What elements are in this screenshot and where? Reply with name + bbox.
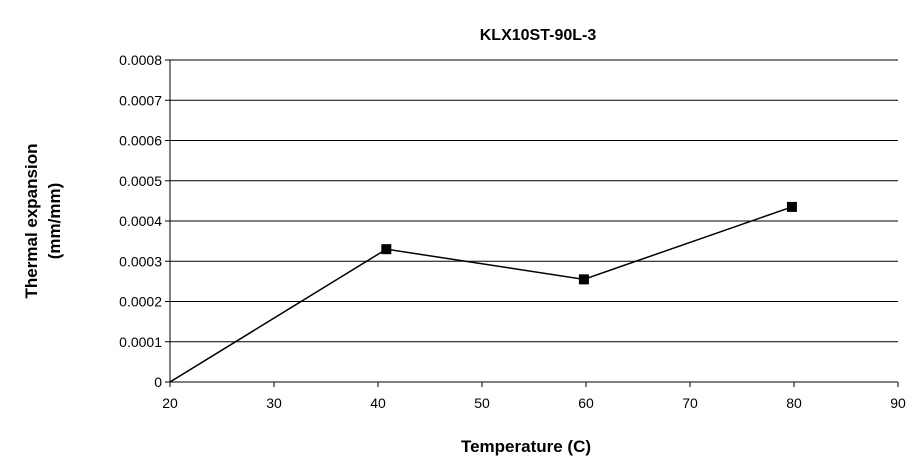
x-axis-label: Temperature (C) xyxy=(461,437,591,456)
y-tick-label: 0.0005 xyxy=(119,173,162,189)
y-tick-label: 0.0008 xyxy=(119,52,162,68)
data-point-marker xyxy=(578,274,589,285)
data-point-marker xyxy=(786,201,797,212)
y-axis-label-line-1: Thermal expansion xyxy=(22,144,41,299)
x-tick-label: 70 xyxy=(682,395,698,411)
x-tick-label: 40 xyxy=(370,395,386,411)
axes xyxy=(169,60,899,387)
x-tick-label: 20 xyxy=(162,395,178,411)
x-tick-label: 80 xyxy=(786,395,802,411)
y-axis-label: Thermal expansion (mm/mm) xyxy=(22,144,64,299)
y-tick-label: 0.0004 xyxy=(119,213,162,229)
chart-title: KLX10ST-90L-3 xyxy=(480,27,597,44)
y-axis-label-line-2: (mm/mm) xyxy=(45,183,64,260)
x-tick-label: 90 xyxy=(890,395,906,411)
x-tick-label: 30 xyxy=(266,395,282,411)
x-tick-label: 50 xyxy=(474,395,490,411)
series-line xyxy=(169,206,793,383)
y-tick-label: 0.0007 xyxy=(119,92,162,108)
x-tick-labels: 20 30 40 50 60 70 80 90 xyxy=(162,395,906,411)
gridlines xyxy=(165,59,898,383)
y-tick-label: 0.0001 xyxy=(119,334,162,350)
y-tick-label: 0.0006 xyxy=(119,133,162,149)
y-tick-label: 0.0003 xyxy=(119,253,162,269)
y-tick-label: 0 xyxy=(154,374,162,390)
y-tick-labels: 0 0.0001 0.0002 0.0003 0.0004 0.0005 0.0006 0.0… xyxy=(119,52,162,390)
data-point-marker xyxy=(381,244,392,255)
y-tick-label: 0.0002 xyxy=(119,294,162,310)
x-tick-label: 60 xyxy=(578,395,594,411)
data-series xyxy=(169,201,797,383)
